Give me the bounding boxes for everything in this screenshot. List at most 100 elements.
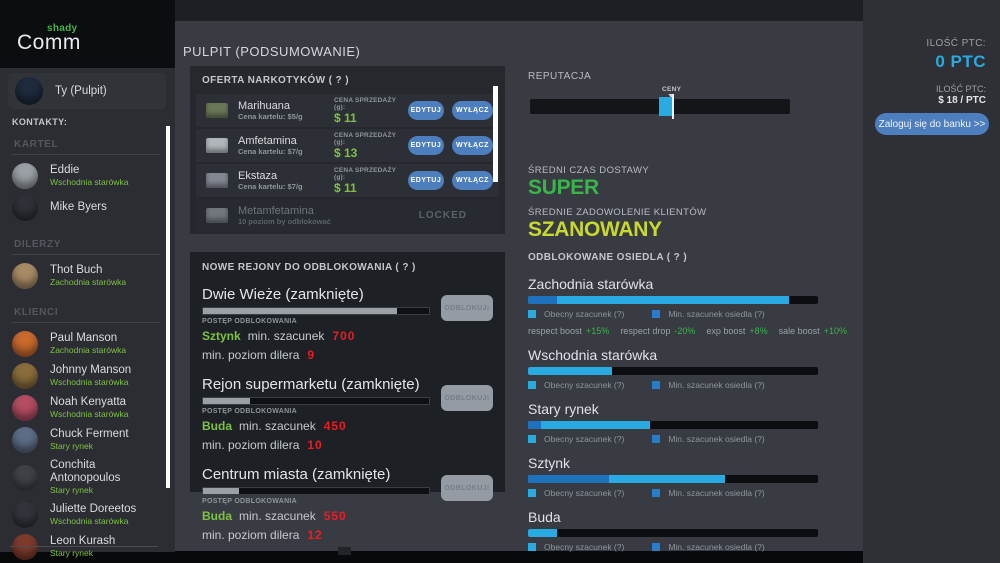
group-header-dilerzy: DILERZY [12, 230, 160, 255]
contact-name: Paul Manson [50, 332, 126, 345]
ptc-rate-label: ILOŚĆ PTC: [936, 84, 986, 94]
district-name: Sztynk [528, 455, 818, 471]
drug-cartel-price: Cena kartelu: $7/g [238, 147, 334, 156]
game-screen: shady Comm Ty (Pulpit) KONTAKTY: KARTEL … [0, 0, 1000, 563]
edit-button[interactable]: EDYTUJ [408, 101, 444, 120]
legend-min-swatch [652, 435, 660, 443]
contact-groups: KARTEL EddieWschodnia starówka Mike Byer… [12, 130, 160, 563]
respect-bar [528, 367, 818, 375]
avatar [12, 534, 38, 560]
reputation-track[interactable] [530, 99, 790, 114]
current-respect-segment [528, 367, 612, 375]
legend-current-label[interactable]: Obecny szacunek (?) [544, 309, 624, 319]
delivery-time-value: SUPER [528, 176, 599, 200]
contact-location: Wschodnia starówka [50, 177, 128, 188]
legend-min-label[interactable]: Min. szacunek osiedla (?) [668, 380, 764, 390]
unlocked-districts-title: ODBLOKOWANE OSIEDLA ( ? ) [528, 252, 687, 263]
sidebar-scrollbar[interactable] [166, 126, 170, 488]
district-name: Buda [528, 509, 818, 525]
group-header-klienci: KLIENCI [12, 298, 160, 323]
region-progress-bar [202, 487, 430, 495]
reputation-marker-line [672, 94, 674, 119]
unlock-button[interactable]: ODBLOKUJ! [441, 295, 493, 321]
contact-chuck-ferment[interactable]: Chuck FermentStary rynek [12, 427, 160, 453]
logo-block: shady Comm [0, 0, 175, 68]
unlock-button[interactable]: ODBLOKUJ! [441, 475, 493, 501]
district-sztynk: Sztynk Obecny szacunek (?) Min. szacunek… [528, 455, 818, 498]
min-level-value: 12 [307, 528, 322, 542]
min-respect-label: min. szacunek [239, 509, 316, 523]
legend-current-label[interactable]: Obecny szacunek (?) [544, 542, 624, 552]
edit-button[interactable]: EDYTUJ [408, 136, 444, 155]
contact-name: Noah Kenyatta [50, 396, 128, 409]
legend-current-swatch [528, 435, 536, 443]
my-profile-item[interactable]: Ty (Pulpit) [8, 73, 166, 109]
sale-price-value: $ 11 [334, 111, 408, 125]
district-name: Zachodnia starówka [528, 276, 818, 292]
contacts-label: KONTAKTY: [12, 117, 67, 127]
bank-login-button[interactable]: Zaloguj się do banku >> [875, 113, 989, 135]
contact-location: Zachodnia starówka [50, 345, 126, 356]
avatar [12, 465, 38, 491]
respect-bar [528, 296, 818, 304]
prices-marker-label: CENY [662, 86, 681, 93]
legend-current-swatch [528, 310, 536, 318]
region-progress-fill [203, 488, 239, 494]
avatar [12, 163, 38, 189]
contact-leon-kurash[interactable]: Leon KurashStary rynek [12, 534, 160, 560]
edit-button[interactable]: EDYTUJ [408, 171, 444, 190]
avatar [12, 195, 38, 221]
drug-row-metamfetamina-locked: Metamfetamina10 poziom by odblokować LOC… [196, 199, 499, 232]
min-respect-segment [528, 296, 557, 304]
district-name: Sztynk [202, 329, 241, 343]
group-header-kartel: KARTEL [12, 130, 160, 155]
disable-button[interactable]: WYŁĄCZ [452, 136, 493, 155]
contact-thot-buch[interactable]: Thot BuchZachodnia starówka [12, 263, 160, 289]
legend-current-label[interactable]: Obecny szacunek (?) [544, 380, 624, 390]
disable-button[interactable]: WYŁĄCZ [452, 101, 493, 120]
contact-name: Mike Byers [50, 201, 107, 214]
contact-conchita-antonopoulos[interactable]: Conchita AntonopoulosStary rynek [12, 459, 160, 496]
drug-unlock-hint: 10 poziom by odblokować [238, 217, 388, 226]
min-respect-segment [528, 475, 609, 483]
satisfaction-label: ŚREDNIE ZADOWOLENIE KLIENTÓW [528, 207, 707, 218]
legend-current-swatch [528, 543, 536, 551]
legend-current-label[interactable]: Obecny szacunek (?) [544, 488, 624, 498]
legend-min-swatch [652, 543, 660, 551]
legend-min-swatch [652, 381, 660, 389]
district-name: Buda [202, 509, 232, 523]
contact-juliette-doreetos[interactable]: Juliette DoreetosWschodnia starówka [12, 502, 160, 528]
contact-name: Conchita Antonopoulos [50, 459, 160, 485]
sidebar-divider [10, 546, 158, 547]
contact-name: Thot Buch [50, 264, 126, 277]
legend-min-label[interactable]: Min. szacunek osiedla (?) [668, 542, 764, 552]
avatar [12, 263, 38, 289]
respect-bar [528, 421, 818, 429]
contact-paul-manson[interactable]: Paul MansonZachodnia starówka [12, 331, 160, 357]
contact-location: Stary rynek [50, 485, 160, 496]
legend-min-label[interactable]: Min. szacunek osiedla (?) [668, 488, 764, 498]
legend-min-label[interactable]: Min. szacunek osiedla (?) [668, 434, 764, 444]
boost-label: sale boost [779, 326, 820, 336]
contact-noah-kenyatta[interactable]: Noah KenyattaWschodnia starówka [12, 395, 160, 421]
legend-min-label[interactable]: Min. szacunek osiedla (?) [668, 309, 764, 319]
contact-location: Wschodnia starówka [50, 377, 131, 388]
contact-johnny-manson[interactable]: Johnny MansonWschodnia starówka [12, 363, 160, 389]
sale-price-value: $ 13 [334, 146, 408, 160]
contact-mike-byers[interactable]: Mike Byers [12, 195, 160, 221]
contact-name: Chuck Ferment [50, 428, 129, 441]
respect-bar [528, 475, 818, 483]
my-name: Ty (Pulpit) [55, 85, 107, 97]
boost-value: +8% [749, 326, 767, 336]
contact-eddie[interactable]: EddieWschodnia starówka [12, 163, 160, 189]
avatar [12, 331, 38, 357]
drug-name: Marihuana [238, 100, 334, 113]
region-progress-bar [202, 397, 430, 405]
drug-row-ekstaza: EkstazaCena kartelu: $7/g CENA SPRZEDAŻY… [196, 164, 499, 197]
boost-value: +15% [586, 326, 609, 336]
drug-panel-scrollbar[interactable] [493, 86, 498, 182]
disable-button[interactable]: WYŁĄCZ [452, 171, 493, 190]
legend-current-label[interactable]: Obecny szacunek (?) [544, 434, 624, 444]
unlock-button[interactable]: ODBLOKUJ! [441, 385, 493, 411]
district-name: Wschodnia starówka [528, 347, 818, 363]
